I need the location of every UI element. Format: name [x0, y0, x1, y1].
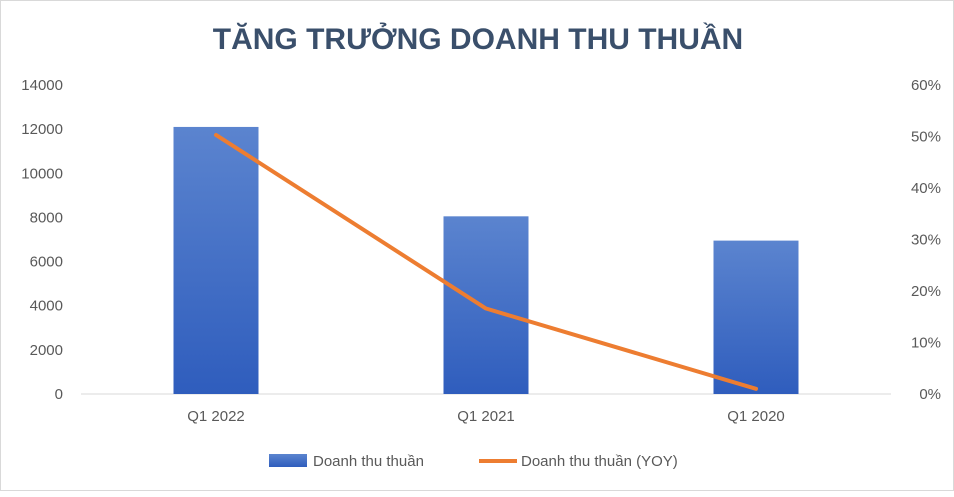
category-label: Q1 2022	[187, 408, 245, 425]
category-label: Q1 2021	[457, 408, 515, 425]
right-tick-label: 0%	[919, 386, 941, 403]
legend-label-line: Doanh thu thuần (YOY)	[521, 453, 678, 470]
right-axis-ticks: 0% 10% 20% 30% 40% 50% 60%	[911, 77, 941, 403]
left-tick-label: 2000	[30, 342, 63, 359]
legend: Doanh thu thuần Doanh thu thuần (YOY)	[269, 453, 678, 470]
left-tick-label: 12000	[21, 121, 63, 138]
right-tick-label: 20%	[911, 283, 941, 300]
left-tick-label: 6000	[30, 254, 63, 271]
right-tick-label: 10%	[911, 335, 941, 352]
category-label: Q1 2020	[727, 408, 785, 425]
legend-swatch-bar	[269, 454, 307, 467]
category-labels: Q1 2022 Q1 2021 Q1 2020	[187, 408, 785, 425]
right-tick-label: 50%	[911, 129, 941, 146]
left-tick-label: 8000	[30, 209, 63, 226]
right-tick-label: 60%	[911, 77, 941, 94]
legend-label-bar: Doanh thu thuần	[313, 453, 424, 470]
bar	[173, 126, 259, 394]
bar	[443, 216, 529, 394]
yoy-line	[214, 132, 758, 391]
right-tick-label: 40%	[911, 180, 941, 197]
left-tick-label: 10000	[21, 165, 63, 182]
right-tick-label: 30%	[911, 232, 941, 249]
left-tick-label: 0	[55, 386, 63, 403]
left-tick-label: 14000	[21, 77, 63, 94]
chart-title: TĂNG TRƯỞNG DOANH THU THUẦN	[213, 22, 743, 56]
left-tick-label: 4000	[30, 298, 63, 315]
bar	[713, 240, 799, 394]
left-axis-ticks: 0 2000 4000 6000 8000 10000 12000 14000	[21, 77, 63, 403]
line-series	[214, 132, 758, 391]
bar-series	[173, 126, 799, 394]
